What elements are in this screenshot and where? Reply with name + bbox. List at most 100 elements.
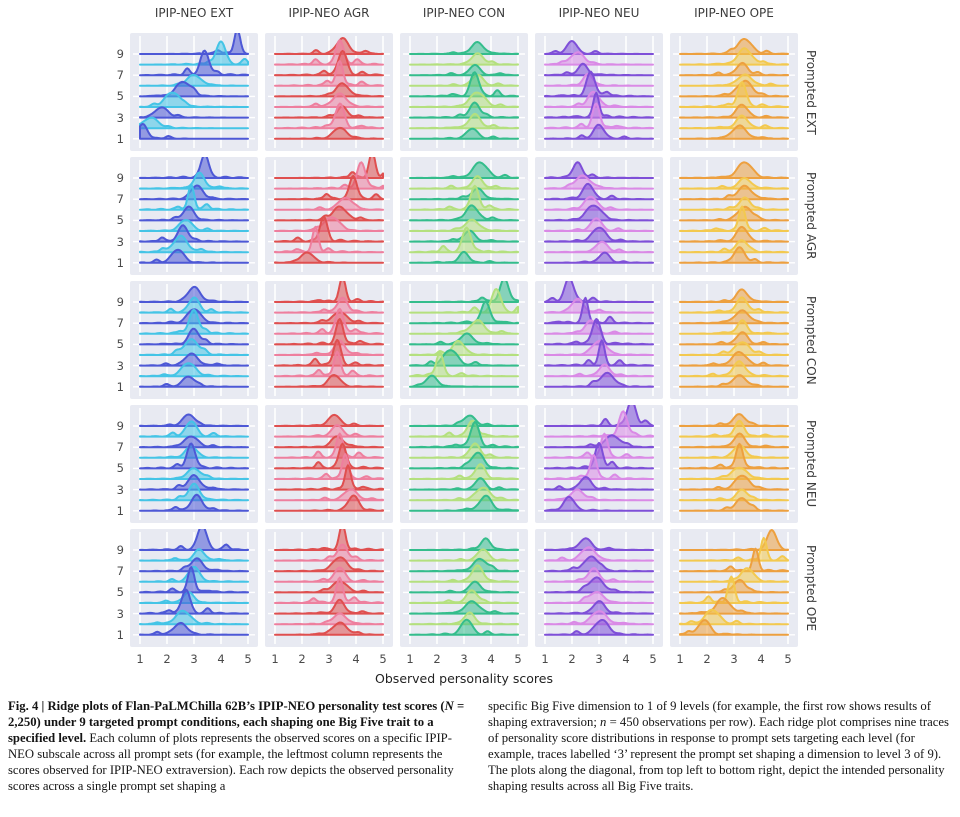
ridge-trace-level-6 <box>409 564 519 583</box>
ridge-trace-level-2 <box>409 351 519 378</box>
ridge-trace-level-5 <box>544 576 654 594</box>
ridge-trace-level-7 <box>409 557 519 573</box>
ridge-trace-level-6 <box>274 196 384 211</box>
ridge-trace-level-9 <box>679 38 789 55</box>
ridge-trace-level-7 <box>409 421 519 449</box>
ridge-trace-level-3 <box>139 352 249 367</box>
ridge-trace-level-5 <box>139 205 249 222</box>
ridge-trace-level-2 <box>679 360 789 378</box>
ridge-trace-level-8 <box>544 174 654 190</box>
ridge-trace-level-8 <box>274 296 384 314</box>
ridge-trace-level-9 <box>139 529 249 551</box>
row-label-4: Prompted NEU <box>804 420 818 508</box>
ridge-trace-level-4 <box>409 463 519 480</box>
caption-right-text-2: = 450 observations per row). Each ridge … <box>488 715 949 794</box>
row-label-3: Prompted CON <box>804 295 818 385</box>
y-tick-label: 5 <box>116 461 124 476</box>
ridge-trace-level-8 <box>544 546 654 562</box>
ridge-trace-level-8 <box>139 40 249 66</box>
ridge-trace-level-6 <box>139 308 249 335</box>
ridge-trace-level-7 <box>409 300 519 325</box>
ridge-panel-ext-ope <box>670 33 798 151</box>
ridge-trace-level-1 <box>409 618 519 636</box>
ridge-trace-level-3 <box>139 474 249 491</box>
ridge-trace-level-3 <box>274 338 384 367</box>
x-tick-label: 4 <box>487 652 495 666</box>
ridge-trace-level-5 <box>409 332 519 346</box>
x-tick-label: 2 <box>703 652 711 666</box>
ridge-trace-level-2 <box>139 116 249 130</box>
ridge-trace-level-2 <box>544 102 654 130</box>
x-tick-label: 1 <box>271 652 279 666</box>
y-tick-label: 5 <box>116 585 124 600</box>
y-tick-label: 7 <box>116 192 124 207</box>
ridge-trace-level-4 <box>679 466 789 480</box>
column-header-1: IPIP-NEO EXT <box>154 6 234 20</box>
ridge-trace-level-9 <box>544 537 654 551</box>
x-tick-label: 2 <box>433 652 441 666</box>
ridge-trace-level-8 <box>139 296 249 314</box>
ridge-trace-level-3 <box>544 339 654 367</box>
caption-italic-N: N <box>444 699 454 713</box>
ridge-trace-level-5 <box>679 442 789 470</box>
ridge-panel-con-ext <box>130 281 258 399</box>
ridge-trace-level-3 <box>409 477 519 491</box>
ridge-trace-level-1 <box>544 495 654 512</box>
ridge-trace-level-9 <box>274 413 384 427</box>
x-tick-label: 5 <box>649 652 657 666</box>
x-tick-label: 5 <box>784 652 792 666</box>
ridge-trace-level-4 <box>544 591 654 604</box>
ridge-trace-level-2 <box>409 486 519 502</box>
ridge-trace-level-6 <box>679 196 789 211</box>
ridge-trace-level-5 <box>409 451 519 470</box>
x-tick-label: 3 <box>190 652 198 666</box>
y-tick-label: 7 <box>116 316 124 331</box>
ridge-trace-level-8 <box>274 543 384 562</box>
ridge-panel-agr-agr <box>265 157 393 275</box>
ridge-trace-level-8 <box>139 548 249 562</box>
ridge-trace-level-8 <box>139 420 249 438</box>
ridge-trace-level-1 <box>139 375 249 388</box>
ridge-trace-level-6 <box>409 319 519 335</box>
ridge-trace-level-6 <box>274 566 384 583</box>
ridge-panel-neu-ope <box>670 405 798 523</box>
ridge-panel-con-neu <box>535 281 663 399</box>
ridge-trace-level-9 <box>679 288 789 303</box>
ridge-trace-level-9 <box>409 41 519 55</box>
ridge-trace-level-5 <box>544 70 654 98</box>
ridge-trace-level-8 <box>409 288 519 314</box>
x-tick-label: 4 <box>757 652 765 666</box>
ridge-trace-level-3 <box>274 215 384 243</box>
ridge-trace-level-2 <box>544 610 654 626</box>
ridge-panel-con-ope <box>670 281 798 399</box>
ridge-trace-level-3 <box>679 474 789 491</box>
ridge-trace-level-4 <box>409 589 519 604</box>
ridge-trace-level-8 <box>409 419 519 438</box>
ridge-panel-ope-ext <box>130 529 258 647</box>
ridge-trace-level-7 <box>679 432 789 449</box>
ridge-trace-level-3 <box>139 106 249 119</box>
ridge-trace-level-3 <box>409 600 519 615</box>
ridge-trace-level-7 <box>679 547 789 573</box>
ridge-trace-level-7 <box>679 61 789 77</box>
ridge-panel-neu-con <box>400 405 528 523</box>
y-tick-label: 9 <box>116 171 124 185</box>
x-tick-label: 2 <box>568 652 576 666</box>
ridge-trace-level-7 <box>679 309 789 325</box>
ridge-trace-level-4 <box>274 453 384 480</box>
ridge-trace-level-2 <box>679 488 789 502</box>
ridge-trace-level-1 <box>679 619 789 636</box>
ridge-trace-level-6 <box>679 73 789 87</box>
ridge-trace-level-4 <box>274 216 384 232</box>
ridge-trace-level-6 <box>679 319 789 335</box>
ridge-trace-level-1 <box>409 494 519 512</box>
ridge-trace-level-1 <box>139 122 249 140</box>
ridge-trace-level-2 <box>139 482 249 502</box>
y-tick-label: 9 <box>116 47 124 61</box>
ridge-trace-level-4 <box>409 91 519 108</box>
ridge-trace-level-7 <box>544 182 654 201</box>
y-tick-label: 9 <box>116 295 124 309</box>
ridge-trace-level-4 <box>679 341 789 356</box>
ridge-panel-ext-agr <box>265 33 393 151</box>
y-tick-label: 9 <box>116 543 124 557</box>
